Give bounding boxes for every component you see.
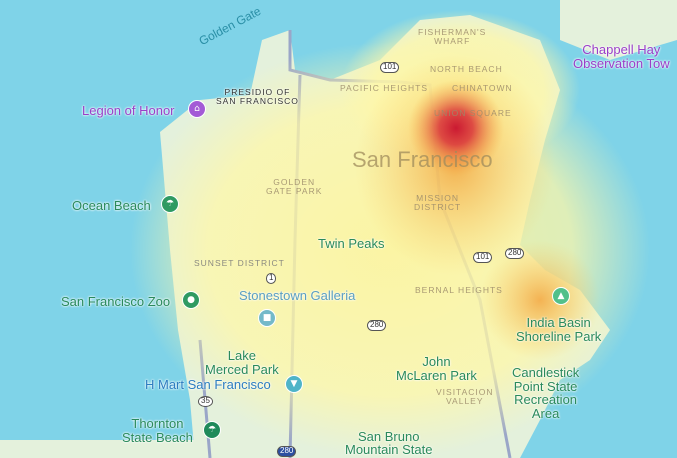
poi-legion-of-honor[interactable]: Legion of Honor bbox=[82, 103, 175, 118]
poi-twin-peaks[interactable]: Twin Peaks bbox=[318, 236, 385, 251]
route-shield-101: 101 bbox=[380, 62, 400, 73]
heat-orange-se bbox=[480, 240, 600, 360]
label-presidio: PRESIDIO OF SAN FRANCISCO bbox=[216, 87, 299, 106]
poi-sf-zoo[interactable]: San Francisco Zoo bbox=[61, 294, 171, 309]
label-north-beach: NORTH BEACH bbox=[430, 64, 503, 74]
land-south bbox=[0, 440, 300, 458]
route-shield-280: 280 bbox=[367, 320, 387, 331]
route-shield-280-east: 280 bbox=[505, 248, 525, 259]
poi-ocean-beach[interactable]: Ocean Beach bbox=[72, 198, 151, 213]
label-union-square: UNION SQUARE bbox=[434, 108, 512, 118]
poi-chappell-hayes[interactable]: Chappell Hay Observation Tow bbox=[573, 42, 670, 71]
land-east bbox=[560, 0, 677, 60]
label-mission-district: MISSION DISTRICT bbox=[414, 193, 462, 212]
paw-icon[interactable]: ● bbox=[182, 291, 200, 309]
park-icon[interactable]: ▲ bbox=[552, 287, 570, 305]
label-golden-gate-park: GOLDEN GATE PARK bbox=[266, 177, 323, 196]
cart-icon[interactable]: ▼ bbox=[285, 375, 303, 393]
shopping-bag-icon[interactable]: ■ bbox=[258, 309, 276, 327]
label-sunset-district: SUNSET DISTRICT bbox=[194, 258, 285, 268]
label-chinatown: CHINATOWN bbox=[452, 83, 513, 93]
poi-stonestown[interactable]: Stonestown Galleria bbox=[239, 288, 356, 303]
label-visitacion-valley: VISITACION VALLEY bbox=[436, 387, 494, 406]
poi-san-bruno[interactable]: San Bruno Mountain State bbox=[345, 429, 433, 457]
heat-red bbox=[408, 80, 504, 176]
poi-india-basin[interactable]: India Basin Shoreline Park bbox=[516, 315, 602, 344]
label-bernal-heights: BERNAL HEIGHTS bbox=[415, 285, 503, 295]
beach-icon[interactable]: ☂ bbox=[161, 195, 179, 213]
route-shield-35: 35 bbox=[198, 396, 213, 407]
poi-john-mclaren[interactable]: John McLaren Park bbox=[396, 354, 477, 383]
route-shield-1: 1 bbox=[266, 273, 277, 284]
route-shield-280-south: 280 bbox=[277, 446, 297, 457]
label-fishermans-wharf: FISHERMAN'S WHARF bbox=[418, 27, 487, 46]
poi-hmart[interactable]: H Mart San Francisco bbox=[145, 377, 271, 392]
route-shield-101-south: 101 bbox=[473, 252, 493, 263]
poi-lake-merced[interactable]: Lake Merced Park bbox=[205, 348, 279, 377]
label-pacific-heights: PACIFIC HEIGHTS bbox=[340, 83, 429, 93]
museum-icon[interactable]: ⌂ bbox=[188, 100, 206, 118]
poi-candlestick[interactable]: Candlestick Point State Recreation Area bbox=[512, 365, 580, 421]
beach-icon-thornton[interactable]: ☂ bbox=[203, 421, 221, 439]
label-san-francisco: San Francisco bbox=[352, 147, 493, 172]
poi-thornton[interactable]: Thornton State Beach bbox=[122, 416, 193, 445]
